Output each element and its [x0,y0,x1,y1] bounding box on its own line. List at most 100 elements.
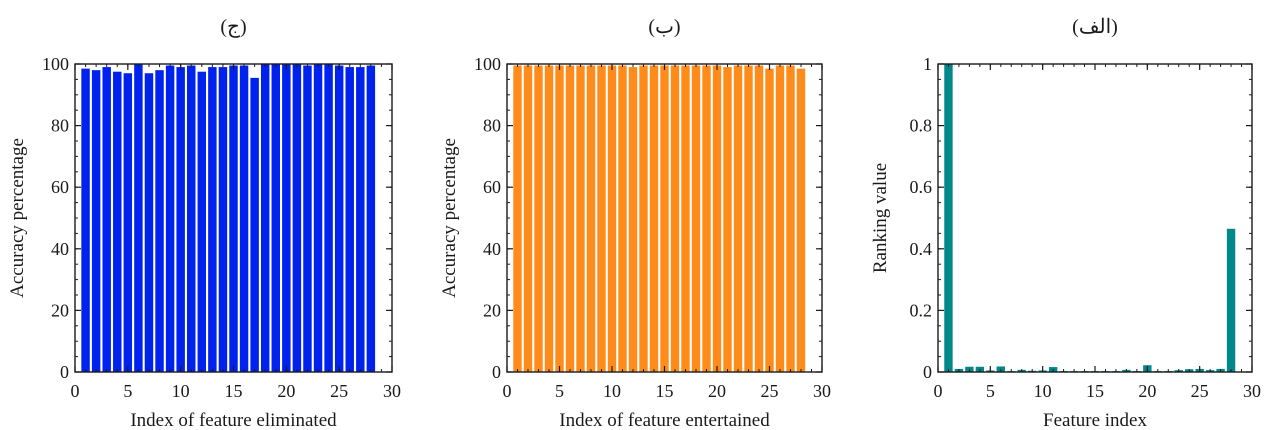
y-tick-label: 20 [483,300,501,320]
bar [271,64,280,372]
bar [597,65,606,372]
bar [754,65,764,372]
x-tick-label: 10 [172,381,190,401]
chart-panel: 0 5 10 15 20 25 30 0 0.2 0.4 0.6 0.8 1 Feature index R… [870,16,1261,430]
y-tick-label: 40 [51,239,69,259]
y-tick-label: 0.4 [910,239,933,259]
bar [786,65,795,372]
bar [218,67,228,372]
plot-area [938,64,1252,372]
panel-title: (ج) [220,16,246,38]
bar [723,67,732,372]
bar [702,65,711,372]
y-tick-label: 80 [51,116,69,136]
bar [176,67,185,372]
bar [513,65,522,372]
bar [292,64,302,372]
bar [555,65,564,372]
x-tick-label: 15 [225,381,243,401]
bar [618,65,627,372]
y-tick-label: 0.8 [910,116,933,136]
y-tick-label: 0.6 [910,177,933,197]
bar [576,65,585,372]
y-tick-label: 0 [60,362,69,382]
bar [733,65,743,372]
x-tick-label: 5 [123,381,132,401]
bar [324,64,333,372]
bar [165,65,175,372]
bar [91,70,101,372]
x-tick-label: 0 [71,381,80,401]
bar [586,65,596,372]
y-tick-label: 1 [923,54,932,74]
y-tick-label: 0 [923,362,932,382]
bar [197,71,207,372]
x-tick-label: 5 [555,381,564,401]
bar [607,65,617,372]
bar [628,67,638,372]
x-tick-label: 30 [1243,381,1261,401]
panel-title: (الف) [1072,16,1118,38]
bar [134,64,143,372]
x-tick-label: 10 [1034,381,1052,401]
x-tick-label: 20 [708,381,726,401]
y-axis-label: Ranking value [870,163,891,273]
x-tick-label: 10 [603,381,621,401]
bar [155,70,164,372]
bar [102,67,111,372]
x-tick-label: 25 [1191,381,1209,401]
x-axis-label: Feature index [1043,410,1147,430]
y-axis-label: Accuracy percentage [439,138,460,298]
bar [260,64,270,372]
x-axis-label: Index of feature entertained [559,410,770,430]
bar [544,65,554,372]
y-tick-label: 100 [474,54,501,74]
chart-panel: 0 5 10 15 20 25 30 0 20 40 60 80 100 Index of feature… [439,16,831,430]
bar [81,68,90,373]
x-tick-label: 20 [1138,381,1156,401]
x-tick-label: 30 [383,381,401,401]
bar [282,64,291,372]
x-tick-label: 30 [813,381,831,401]
bar [639,65,648,372]
bar [303,65,312,372]
bar [565,65,575,372]
bar [660,65,669,372]
bar [944,64,953,372]
bar [366,65,376,372]
y-tick-label: 100 [42,54,69,74]
bar [239,65,249,372]
x-axis-label: Index of feature eliminated [130,410,337,430]
bar [187,65,196,372]
panel-title: (ب) [648,16,680,38]
bar [681,65,690,372]
bar [345,67,354,372]
bar [229,65,238,372]
bar [250,77,259,373]
bar [523,65,533,372]
bar [113,71,122,372]
x-tick-label: 25 [761,381,779,401]
y-tick-label: 80 [483,116,501,136]
bar [649,65,659,372]
y-tick-label: 0 [492,362,501,382]
bar [691,65,701,372]
x-tick-label: 15 [1086,381,1104,401]
x-tick-label: 0 [934,381,943,401]
bar [744,65,753,372]
bar [356,67,365,372]
y-tick-label: 20 [51,300,69,320]
x-tick-label: 5 [986,381,995,401]
bar [313,64,323,372]
bar [1226,228,1236,372]
x-tick-label: 0 [503,381,512,401]
bar [796,68,806,373]
y-tick-label: 0.2 [910,300,933,320]
bar [208,67,217,372]
bar [534,65,543,372]
bar [334,65,344,372]
x-tick-label: 15 [656,381,674,401]
x-tick-label: 25 [330,381,348,401]
y-axis-label: Accuracy percentage [7,138,28,298]
